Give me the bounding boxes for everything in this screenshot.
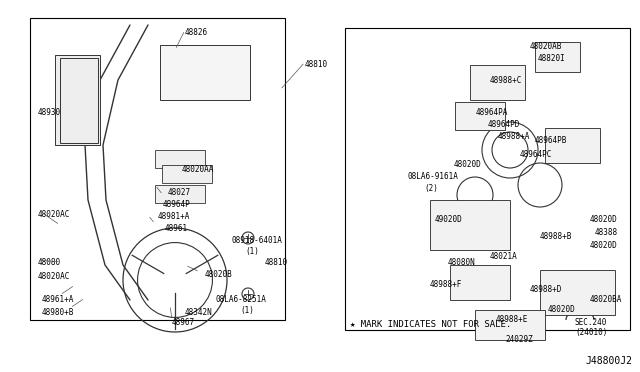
Text: 08LA6-8251A: 08LA6-8251A bbox=[215, 295, 266, 304]
Text: 48988+E: 48988+E bbox=[496, 315, 529, 324]
Text: 48988+D: 48988+D bbox=[530, 285, 563, 294]
Bar bbox=[155, 185, 205, 203]
Text: 48964P: 48964P bbox=[163, 200, 191, 209]
Text: 48020D: 48020D bbox=[590, 215, 618, 224]
Text: 48964PD: 48964PD bbox=[488, 120, 520, 129]
Text: (1): (1) bbox=[240, 306, 254, 315]
Text: 08LA6-9161A: 08LA6-9161A bbox=[408, 172, 459, 181]
Bar bbox=[455, 102, 505, 130]
Bar bbox=[162, 165, 212, 183]
Text: 48961: 48961 bbox=[165, 224, 188, 233]
Text: 48020B: 48020B bbox=[205, 270, 233, 279]
Text: 48020AC: 48020AC bbox=[38, 272, 70, 281]
Text: 48810: 48810 bbox=[305, 60, 328, 69]
Text: 48080: 48080 bbox=[38, 258, 61, 267]
Bar bbox=[475, 310, 545, 340]
Text: 48964PB: 48964PB bbox=[535, 136, 568, 145]
Bar bbox=[60, 58, 98, 143]
Text: J48800J2: J48800J2 bbox=[585, 356, 632, 366]
Text: 48020D: 48020D bbox=[590, 241, 618, 250]
Text: 48020AB: 48020AB bbox=[530, 42, 563, 51]
Text: 24029Z: 24029Z bbox=[505, 335, 532, 344]
Text: 48988+B: 48988+B bbox=[540, 232, 572, 241]
Bar bbox=[450, 265, 510, 300]
Text: 48020D: 48020D bbox=[454, 160, 482, 169]
Text: 48810: 48810 bbox=[265, 258, 288, 267]
Bar bbox=[155, 150, 205, 168]
Bar bbox=[430, 200, 510, 250]
Text: 48981+A: 48981+A bbox=[158, 212, 190, 221]
Text: 48080N: 48080N bbox=[448, 258, 476, 267]
Text: 48027: 48027 bbox=[168, 188, 191, 197]
Bar bbox=[345, 28, 630, 330]
Bar bbox=[30, 18, 285, 320]
Text: (2): (2) bbox=[424, 184, 438, 193]
Bar bbox=[470, 65, 525, 100]
Text: 48964PA: 48964PA bbox=[476, 108, 508, 117]
Text: ★ MARK INDICATES NOT FOR SALE.: ★ MARK INDICATES NOT FOR SALE. bbox=[350, 320, 511, 329]
Text: 48020AA: 48020AA bbox=[182, 165, 214, 174]
Text: 48988+F: 48988+F bbox=[430, 280, 462, 289]
Text: 48342N: 48342N bbox=[185, 308, 212, 317]
Bar bbox=[540, 270, 615, 315]
Text: 48964PC: 48964PC bbox=[520, 150, 552, 159]
Text: 48020D: 48020D bbox=[548, 305, 576, 314]
Text: 48980+B: 48980+B bbox=[42, 308, 74, 317]
Text: 48930: 48930 bbox=[38, 108, 61, 117]
Text: 48961+A: 48961+A bbox=[42, 295, 74, 304]
Text: (1): (1) bbox=[245, 247, 259, 256]
Bar bbox=[55, 55, 100, 145]
Text: 48020AC: 48020AC bbox=[38, 210, 70, 219]
Text: 48021A: 48021A bbox=[490, 252, 518, 261]
Bar bbox=[535, 42, 580, 72]
Text: SEC.240: SEC.240 bbox=[575, 318, 607, 327]
Bar bbox=[545, 128, 600, 163]
Text: 48388: 48388 bbox=[595, 228, 618, 237]
Bar bbox=[160, 45, 250, 100]
Text: 08918-6401A: 08918-6401A bbox=[232, 236, 283, 245]
Text: 48988+A: 48988+A bbox=[498, 132, 531, 141]
Text: 48820I: 48820I bbox=[538, 54, 566, 63]
Text: 48020BA: 48020BA bbox=[590, 295, 622, 304]
Text: 48967: 48967 bbox=[172, 318, 195, 327]
Text: (24010): (24010) bbox=[575, 328, 607, 337]
Text: 48826: 48826 bbox=[185, 28, 208, 37]
Text: 48988+C: 48988+C bbox=[490, 76, 522, 85]
Text: 49020D: 49020D bbox=[435, 215, 463, 224]
